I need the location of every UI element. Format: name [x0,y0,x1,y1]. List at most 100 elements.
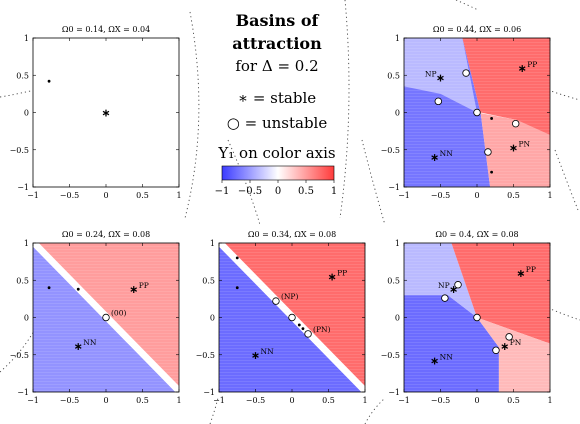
x-tick-label: 1 [547,396,552,405]
stable-point: ∗ [516,267,525,280]
stable-point: ∗ [101,107,110,120]
stable-label: PP [526,265,536,274]
x-tick-label: −0.5 [60,396,79,405]
panel-4: Ω0 = 0.34, ΩX = 0.08 −1 −0.5 0 0.5 1 1 0.5 0 −0.5… [196,230,368,405]
basin-hatch [404,243,477,318]
y-tick-label: 0.5 [202,276,215,285]
stable-point: ∗ [509,142,518,155]
y-tick-label: 0 [24,109,29,118]
panel-title: Ω0 = 0.34, ΩX = 0.08 [248,230,336,239]
y-tick-label: 0 [210,314,215,323]
stable-label: PP [337,269,347,278]
y-tick-label: −1 [17,388,29,397]
y-tick-label: −0.5 [10,146,29,155]
panel-2: Ω0 = 0.44, ΩX = 0.06 −1 −0.5 0 0.5 1 1 0.5 0 −0.5… [381,25,553,200]
stable-point: ∗ [251,349,260,362]
stable-label: PN [519,140,531,149]
unstable-label: (NP) [281,292,299,301]
x-tick-label: −1 [27,191,39,200]
unstable-point [102,313,110,322]
trajectory-dot [235,286,239,290]
trajectory-dot [297,323,301,327]
y-tick-label: 1 [395,34,400,43]
y-tick-label: 1 [210,239,215,248]
panel-1: Ω0 = 0.14, ΩX = 0.04 −1 −0.5 0 0.5 1 1 0.5 0 −0.5… [10,25,182,200]
arc-bottom-right [547,307,580,321]
panel-title: Ω0 = 0.4, ΩX = 0.08 [435,230,518,239]
x-tick-label: −1 [398,396,410,405]
panel-title: Ω0 = 0.24, ΩX = 0.08 [62,230,150,239]
x-tick-label: −1 [213,396,225,405]
arc-mid-2 [339,0,350,219]
legend-unstable: ○ = unstable [227,114,328,132]
arc-right-1 [361,139,386,226]
x-tick-label: 1 [547,191,552,200]
stable-label: PN [510,338,522,347]
y-tick-label: −0.5 [196,351,215,360]
unstable-label: (00) [111,309,126,318]
y-tick-label: 0 [395,109,400,118]
y-tick-label: −0.5 [381,146,400,155]
stable-label: PP [527,60,537,69]
x-tick-label: 0.5 [507,396,520,405]
stable-point: ∗ [74,340,83,353]
trajectory-dot [490,170,493,174]
stable-label: NN [440,353,454,362]
x-tick-label: 1 [362,396,367,405]
panel-background [33,38,179,187]
trajectory-dot [76,287,80,291]
stable-point: ∗ [449,283,458,296]
y-tick-label: 1 [24,34,29,43]
arc-bottom-mid2 [364,397,386,424]
colorbar-label: Y₁ on color axis [217,144,335,162]
x-tick-label: 0.5 [507,191,520,200]
x-tick-label: 0 [474,191,479,200]
x-tick-label: −1 [27,396,39,405]
legend-stable: ∗ = stable [238,89,316,107]
basin-hatch [477,112,550,187]
y-tick-label: 0.5 [16,276,29,285]
x-tick-label: −0.5 [246,396,265,405]
unstable-point [473,108,481,117]
arc-bottom-mid [209,397,219,424]
y-tick-label: −1 [388,183,400,192]
x-tick-label: 0 [289,396,294,405]
x-tick-label: 0.5 [136,396,149,405]
legend-title-line3: for Δ = 0.2 [235,57,318,75]
stable-point: ∗ [430,355,439,368]
stable-label: NP [438,281,450,290]
x-tick-label: −0.5 [60,191,79,200]
y-tick-label: 1 [395,239,400,248]
trajectory-dot [47,79,51,83]
stable-label: NN [83,338,97,347]
unstable-point [505,333,513,341]
x-tick-label: 0 [103,191,108,200]
legend-title-line1: Basins of [236,11,320,30]
trajectory-dot [47,286,51,290]
y-tick-label: −0.5 [381,351,400,360]
stable-label: NN [261,347,275,356]
legend: Basins of attraction for Δ = 0.2 ∗ = sta… [215,11,338,197]
unstable-point [272,297,280,305]
x-tick-label: 0.5 [136,191,149,200]
unstable-point [288,313,296,322]
y-tick-label: 0.5 [387,71,400,80]
x-tick-label: −1 [398,191,410,200]
unstable-point [454,281,462,289]
unstable-point [492,346,500,354]
unstable-point [511,119,520,128]
unstable-point [441,294,449,302]
x-tick-label: −0.5 [431,396,450,405]
basin-hatch [404,38,477,113]
y-tick-label: −1 [388,388,400,397]
unstable-point [462,69,470,77]
trajectory-dot [301,327,305,331]
stable-point: ∗ [500,340,509,353]
legend-title-line2: attraction [232,34,322,53]
x-tick-label: 1 [176,396,181,405]
y-tick-label: 0 [24,314,29,323]
y-tick-label: 1 [24,239,29,248]
unstable-point [484,148,492,156]
basin-hatch [224,243,365,386]
